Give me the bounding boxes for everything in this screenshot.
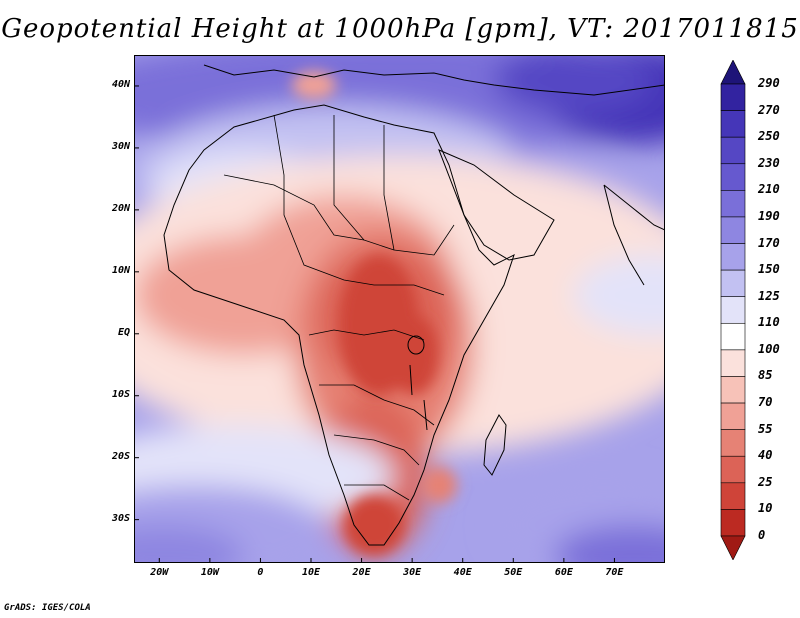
africa-coastline (163, 104, 515, 546)
lon-label: 30E (403, 567, 422, 578)
colorbar-level-label: 10 (758, 501, 773, 516)
colorbar-level-label: 85 (758, 368, 773, 383)
map-frame (134, 55, 665, 563)
colorbar-level-label: 125 (758, 288, 780, 303)
colorbar-swatch (720, 402, 746, 430)
colorbar-swatch (720, 110, 746, 138)
colorbar-swatch (720, 509, 746, 537)
coastlines (163, 64, 665, 546)
colorbar-level-label: 100 (758, 341, 780, 356)
axis-ticks (134, 85, 615, 563)
colorbar-swatch (720, 429, 746, 457)
colorbar-level-label: 170 (758, 235, 780, 250)
lon-label: 70E (605, 567, 624, 578)
colorbar-level-label: 210 (758, 182, 780, 197)
colorbar-level-label: 110 (758, 315, 780, 330)
lakes (407, 335, 428, 431)
colorbar-swatch (720, 190, 746, 218)
lat-label: 30N (111, 140, 130, 152)
lon-label: 10E (301, 567, 321, 578)
colorbar-swatch (720, 216, 746, 244)
colorbar-level-label: 70 (758, 395, 773, 410)
lon-label: 20E (352, 567, 371, 578)
lat-label: EQ (117, 326, 130, 338)
colorbar-level-label: 270 (758, 102, 780, 117)
colorbar-swatch (720, 163, 746, 191)
lon-label: 50E (504, 567, 523, 578)
lat-label: 30S (111, 512, 130, 524)
colorbar-level-label: 230 (758, 155, 780, 170)
colorbar-level-label: 290 (758, 76, 780, 90)
lon-label: 20W (150, 567, 169, 578)
lat-label: 40N (111, 78, 130, 90)
colorbar-level-label: 150 (758, 262, 780, 277)
colorbar-swatch (720, 455, 746, 484)
colorbar-level-label: 250 (758, 129, 780, 144)
colorbar-swatch (720, 269, 746, 298)
colorbar-swatch (720, 83, 746, 111)
map-panel (134, 55, 665, 563)
colorbar-swatch (720, 482, 746, 510)
europe-coastline (203, 64, 665, 96)
lat-label: 10N (111, 264, 130, 276)
colorbar-level-label: 0 (758, 528, 766, 542)
colorbar-swatch (720, 296, 746, 324)
geopotential-map (134, 55, 665, 563)
lon-label: 0 (257, 567, 264, 578)
india-coastline (603, 184, 665, 286)
credit-text: GrADS: IGES/COLA (4, 603, 91, 613)
colorbar-level-label: 55 (758, 421, 773, 436)
colorbar-level-label: 190 (758, 208, 780, 223)
lat-label: 20N (111, 202, 130, 214)
lon-label: 60E (554, 567, 573, 578)
country-borders (223, 114, 455, 501)
colorbar-swatch (720, 243, 746, 271)
colorbar-swatch (720, 349, 746, 377)
lat-label: 10S (111, 388, 130, 400)
arabia-coastline (438, 149, 555, 261)
colorbar-swatch (720, 322, 746, 351)
lat-label: 20S (111, 450, 130, 462)
lon-label: 10W (200, 567, 219, 578)
colorbar-level-label: 25 (758, 474, 773, 489)
field-cores (292, 71, 457, 555)
colorbar-swatch (720, 535, 746, 560)
colorbar-level-label: 40 (758, 448, 773, 463)
colorbar-swatch (720, 376, 746, 404)
colorbar-swatch (720, 136, 746, 165)
madagascar-coastline (483, 414, 507, 476)
colorbar-swatch (720, 60, 746, 85)
map-title: Geopotential Height at 1000hPa [gpm], VT… (1, 14, 799, 44)
colorbar (720, 60, 746, 560)
lon-label: 40E (453, 567, 472, 578)
